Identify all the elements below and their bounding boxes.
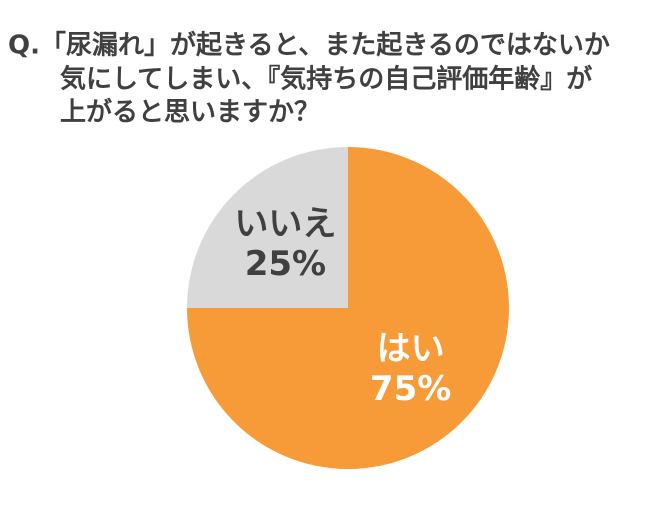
chart-title: 気にしてしまい、『気持ちの自己評価年齢』が: [60, 64, 592, 95]
slice-label: いいえ: [234, 204, 336, 244]
slice-label: はい: [377, 329, 445, 369]
chart-title: 上がると思いますか？: [60, 97, 320, 128]
value-label: 75%: [370, 369, 451, 409]
value-label: 25%: [245, 244, 326, 284]
pie-slice: [187, 147, 348, 308]
chart-title: Q.「尿漏れ」が起きると、また起きるのではないか: [8, 30, 610, 61]
